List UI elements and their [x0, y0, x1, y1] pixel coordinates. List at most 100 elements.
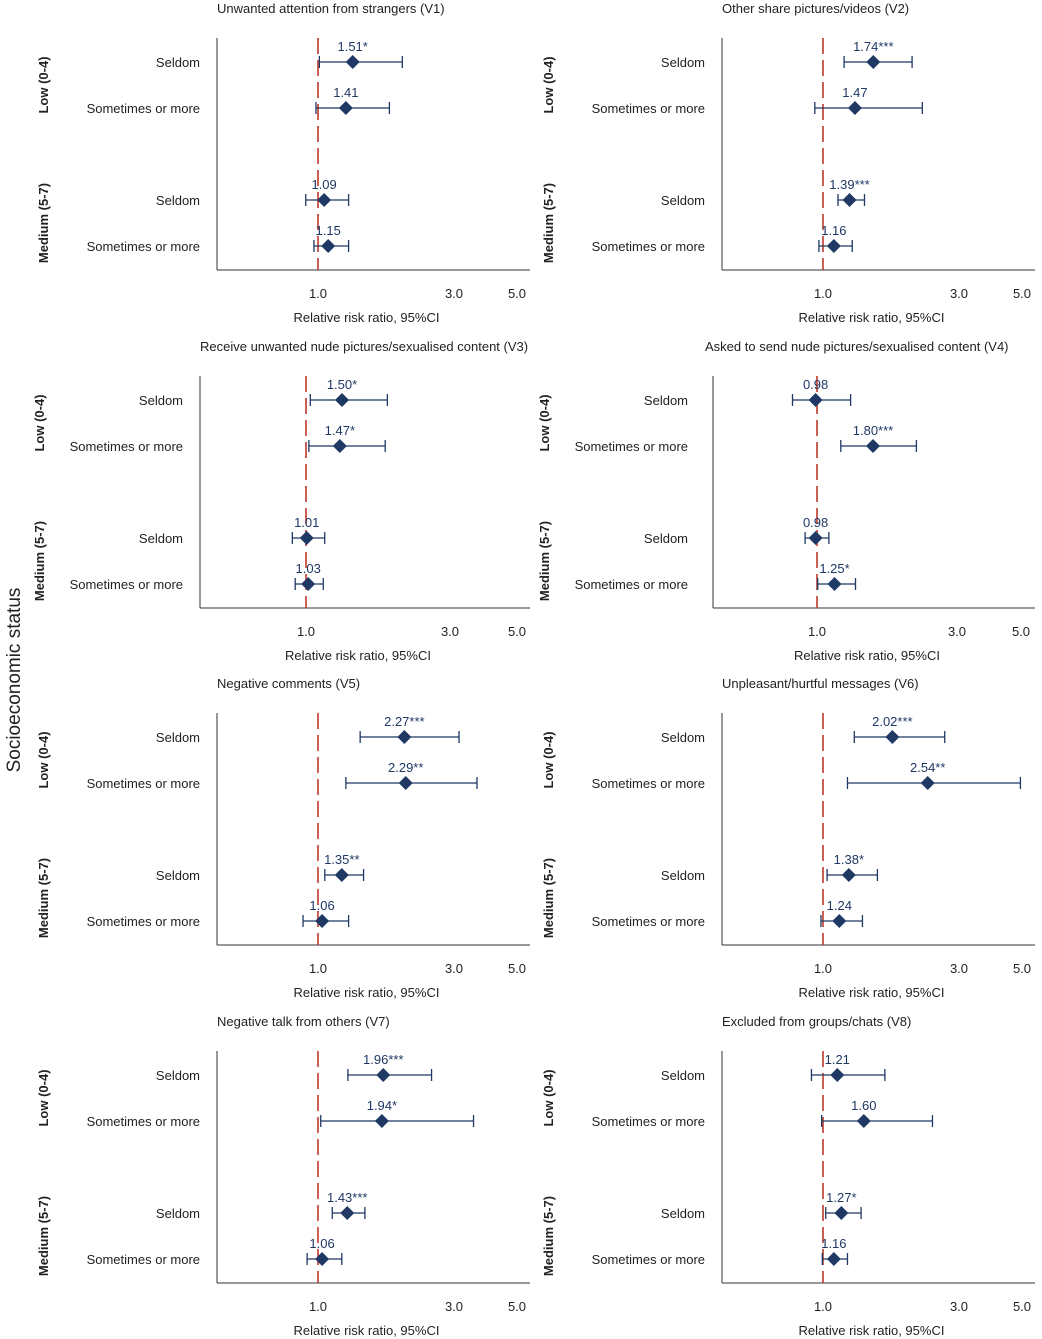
- category-label: Sometimes or more: [592, 776, 705, 791]
- category-label: Seldom: [644, 531, 688, 546]
- estimate-marker: [826, 239, 841, 253]
- category-label: Seldom: [661, 730, 705, 745]
- forest-panel-v3: Receive unwanted nude pictures/sexualise…: [32, 339, 530, 663]
- x-tick-label: 1.0: [309, 961, 327, 976]
- estimate-label: 1.47*: [325, 423, 355, 438]
- group-label: Medium (5-7): [541, 1196, 556, 1276]
- category-label: Sometimes or more: [592, 914, 705, 929]
- estimate-marker: [334, 868, 349, 882]
- group-label: Low (0-4): [541, 731, 556, 788]
- estimate-label: 1.74***: [853, 39, 893, 54]
- estimate-marker: [826, 1252, 841, 1266]
- estimate-marker: [866, 55, 881, 69]
- panel-title: Negative talk from others (V7): [217, 1014, 390, 1029]
- group-label: Low (0-4): [541, 56, 556, 113]
- category-label: Seldom: [156, 193, 200, 208]
- estimate-label: 1.24: [827, 898, 852, 913]
- estimate-label: 1.01: [294, 515, 319, 530]
- category-label: Sometimes or more: [87, 776, 200, 791]
- estimate-label: 1.09: [311, 177, 336, 192]
- category-label: Sometimes or more: [575, 439, 688, 454]
- estimate-label: 0.98: [803, 515, 828, 530]
- group-label: Medium (5-7): [36, 183, 51, 263]
- group-label: Medium (5-7): [32, 521, 47, 601]
- category-label: Seldom: [156, 868, 200, 883]
- category-label: Sometimes or more: [592, 239, 705, 254]
- category-label: Sometimes or more: [592, 101, 705, 116]
- category-label: Seldom: [661, 868, 705, 883]
- estimate-marker: [335, 393, 349, 407]
- estimate-label: 1.15: [316, 223, 341, 238]
- estimate-marker: [832, 914, 847, 928]
- forest-panel-v7: Negative talk from others (V7) 1.0 3.0 5.0 R…: [36, 1014, 530, 1338]
- x-tick-label: 5.0: [508, 1299, 526, 1314]
- x-tick-label: 1.0: [309, 1299, 327, 1314]
- estimate-marker: [834, 1206, 849, 1220]
- panel-title: Excluded from groups/chats (V8): [722, 1014, 911, 1029]
- x-tick-label: 5.0: [508, 961, 526, 976]
- group-label: Low (0-4): [36, 731, 51, 788]
- estimate-label: 1.50*: [327, 377, 357, 392]
- estimate-label: 1.03: [296, 561, 321, 576]
- category-label: Seldom: [156, 55, 200, 70]
- x-tick-label: 3.0: [950, 961, 968, 976]
- forest-panel-v4: Asked to send nude pictures/sexualised c…: [537, 339, 1035, 663]
- category-label: Sometimes or more: [592, 1114, 705, 1129]
- x-tick-label: 3.0: [950, 1299, 968, 1314]
- x-tick-label: 5.0: [1012, 624, 1030, 639]
- panel-title: Negative comments (V5): [217, 676, 360, 691]
- forest-panel-v5: Negative comments (V5) 1.0 3.0 5.0 Relative …: [36, 676, 530, 1000]
- category-label: Sometimes or more: [575, 577, 688, 592]
- category-label: Seldom: [156, 1068, 200, 1083]
- x-tick-label: 5.0: [508, 624, 526, 639]
- estimate-label: 2.02***: [872, 714, 912, 729]
- category-label: Sometimes or more: [87, 239, 200, 254]
- estimate-label: 1.51*: [337, 39, 367, 54]
- x-tick-label: 5.0: [508, 286, 526, 301]
- category-label: Sometimes or more: [87, 914, 200, 929]
- group-label: Medium (5-7): [36, 858, 51, 938]
- estimate-label: 2.54**: [910, 760, 945, 775]
- estimate-label: 1.47: [842, 85, 867, 100]
- estimate-marker: [808, 393, 823, 407]
- estimate-label: 1.96***: [363, 1052, 403, 1067]
- forest-panel-v8: Excluded from groups/chats (V8) 1.0 3.0 5.0…: [541, 1014, 1035, 1338]
- estimate-label: 0.98: [803, 377, 828, 392]
- estimate-marker: [841, 868, 856, 882]
- estimate-marker: [920, 776, 935, 790]
- estimate-label: 1.27*: [826, 1190, 856, 1205]
- x-axis-label: Relative risk ratio, 95%CI: [285, 648, 431, 663]
- forest-panel-v2: Other share pictures/videos (V2) 1.0 3.0 5.…: [541, 1, 1035, 325]
- x-tick-label: 1.0: [309, 286, 327, 301]
- x-axis-label: Relative risk ratio, 95%CI: [294, 985, 440, 1000]
- x-tick-label: 1.0: [814, 1299, 832, 1314]
- category-label: Sometimes or more: [592, 1252, 705, 1267]
- category-label: Seldom: [661, 1206, 705, 1221]
- estimate-label: 1.94*: [367, 1098, 397, 1113]
- x-tick-label: 5.0: [1013, 1299, 1031, 1314]
- group-label: Low (0-4): [541, 1069, 556, 1126]
- category-label: Sometimes or more: [70, 439, 183, 454]
- estimate-marker: [301, 577, 316, 591]
- estimate-marker: [398, 776, 413, 790]
- estimate-marker: [315, 1252, 330, 1266]
- group-label: Low (0-4): [36, 1069, 51, 1126]
- estimate-marker: [345, 55, 360, 69]
- x-axis-label: Relative risk ratio, 95%CI: [799, 985, 945, 1000]
- category-label: Seldom: [644, 393, 688, 408]
- panel-title: Receive unwanted nude pictures/sexualise…: [200, 339, 528, 354]
- estimate-marker: [830, 1068, 845, 1082]
- estimate-label: 1.43***: [327, 1190, 367, 1205]
- estimate-marker: [332, 439, 347, 453]
- category-label: Seldom: [139, 531, 183, 546]
- estimate-label: 1.16: [821, 1236, 846, 1251]
- estimate-marker: [397, 730, 412, 744]
- estimate-label: 1.25*: [819, 561, 849, 576]
- estimate-label: 1.21: [825, 1052, 850, 1067]
- estimate-marker: [866, 439, 880, 453]
- group-label: Medium (5-7): [36, 1196, 51, 1276]
- estimate-marker: [338, 101, 353, 115]
- forest-panel-v1: Unwanted attention from strangers (V1) 1.…: [36, 1, 530, 325]
- estimate-marker: [340, 1206, 355, 1220]
